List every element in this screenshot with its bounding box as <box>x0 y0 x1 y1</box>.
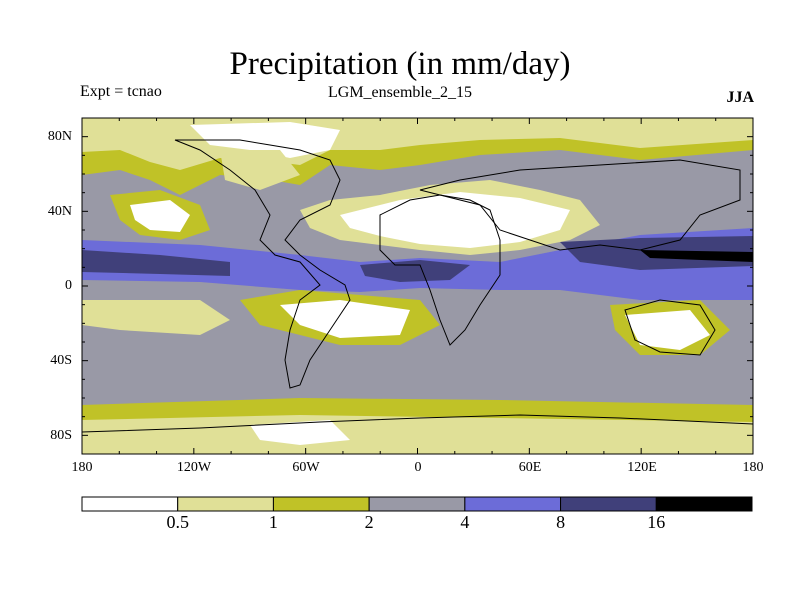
precip-field <box>82 118 753 454</box>
lon-label-180e: 180 <box>742 460 764 475</box>
colorbar-label: 2 <box>364 512 374 532</box>
colorbar-label: 1 <box>268 512 278 532</box>
lat-label-40s: 40S <box>50 353 72 368</box>
colorbar-swatch <box>272 496 370 512</box>
coast-africa <box>379 194 501 346</box>
lat-label-40n: 40N <box>47 204 72 219</box>
season-label: JJA <box>726 89 754 106</box>
lat-label-80n: 80N <box>47 129 72 144</box>
field-greenland-dry <box>190 122 340 158</box>
lon-label-60w: 60W <box>292 460 320 475</box>
experiment-label: Expt = tcnao <box>80 83 162 100</box>
colorbar-swatch <box>655 496 753 512</box>
coast-australia <box>624 299 716 356</box>
coast-antarctica <box>82 414 753 433</box>
colorbar-swatch <box>368 496 466 512</box>
coast-eurasia <box>419 159 741 251</box>
lat-label-0: 0 <box>65 278 72 293</box>
chart-title: Precipitation (in mm/day) <box>229 46 571 82</box>
field-arctic-north-america <box>220 150 300 190</box>
field-antarctic-drier <box>82 415 753 454</box>
field-south-pacific-dry <box>82 300 230 335</box>
colorbar-label: 8 <box>556 512 566 532</box>
lat-label-80s: 80S <box>50 428 72 443</box>
colorbar-swatch <box>81 496 179 512</box>
field-pacific-dry <box>130 200 190 232</box>
colorbar-swatch <box>177 496 274 512</box>
field-itcz-atlantic-heavy <box>360 260 470 282</box>
colorbar-label: 4 <box>460 512 470 532</box>
field-south-atlantic-dry <box>280 300 410 338</box>
colorbar-label: 0.5 <box>166 512 189 532</box>
field-itcz-pacific-heavy <box>82 250 230 276</box>
coastlines <box>82 139 753 433</box>
ensemble-label: LGM_ensemble_2_15 <box>328 84 472 101</box>
coast-americas <box>174 139 351 389</box>
lon-label-0: 0 <box>414 460 422 475</box>
lon-label-120e: 120E <box>627 460 657 475</box>
lon-label-180w: 180 <box>71 460 93 475</box>
colorbar-swatch <box>464 496 562 512</box>
field-australia-dry <box>625 310 710 350</box>
colorbar-swatch <box>560 496 657 512</box>
lon-label-60e: 60E <box>518 460 542 475</box>
field-itcz-extreme <box>640 250 753 262</box>
colorbar <box>81 496 753 512</box>
lon-label-120w: 120W <box>176 460 212 475</box>
axis-ticks <box>81 117 754 455</box>
colorbar-label: 16 <box>647 512 666 532</box>
field-antarctic-dry <box>250 420 350 445</box>
